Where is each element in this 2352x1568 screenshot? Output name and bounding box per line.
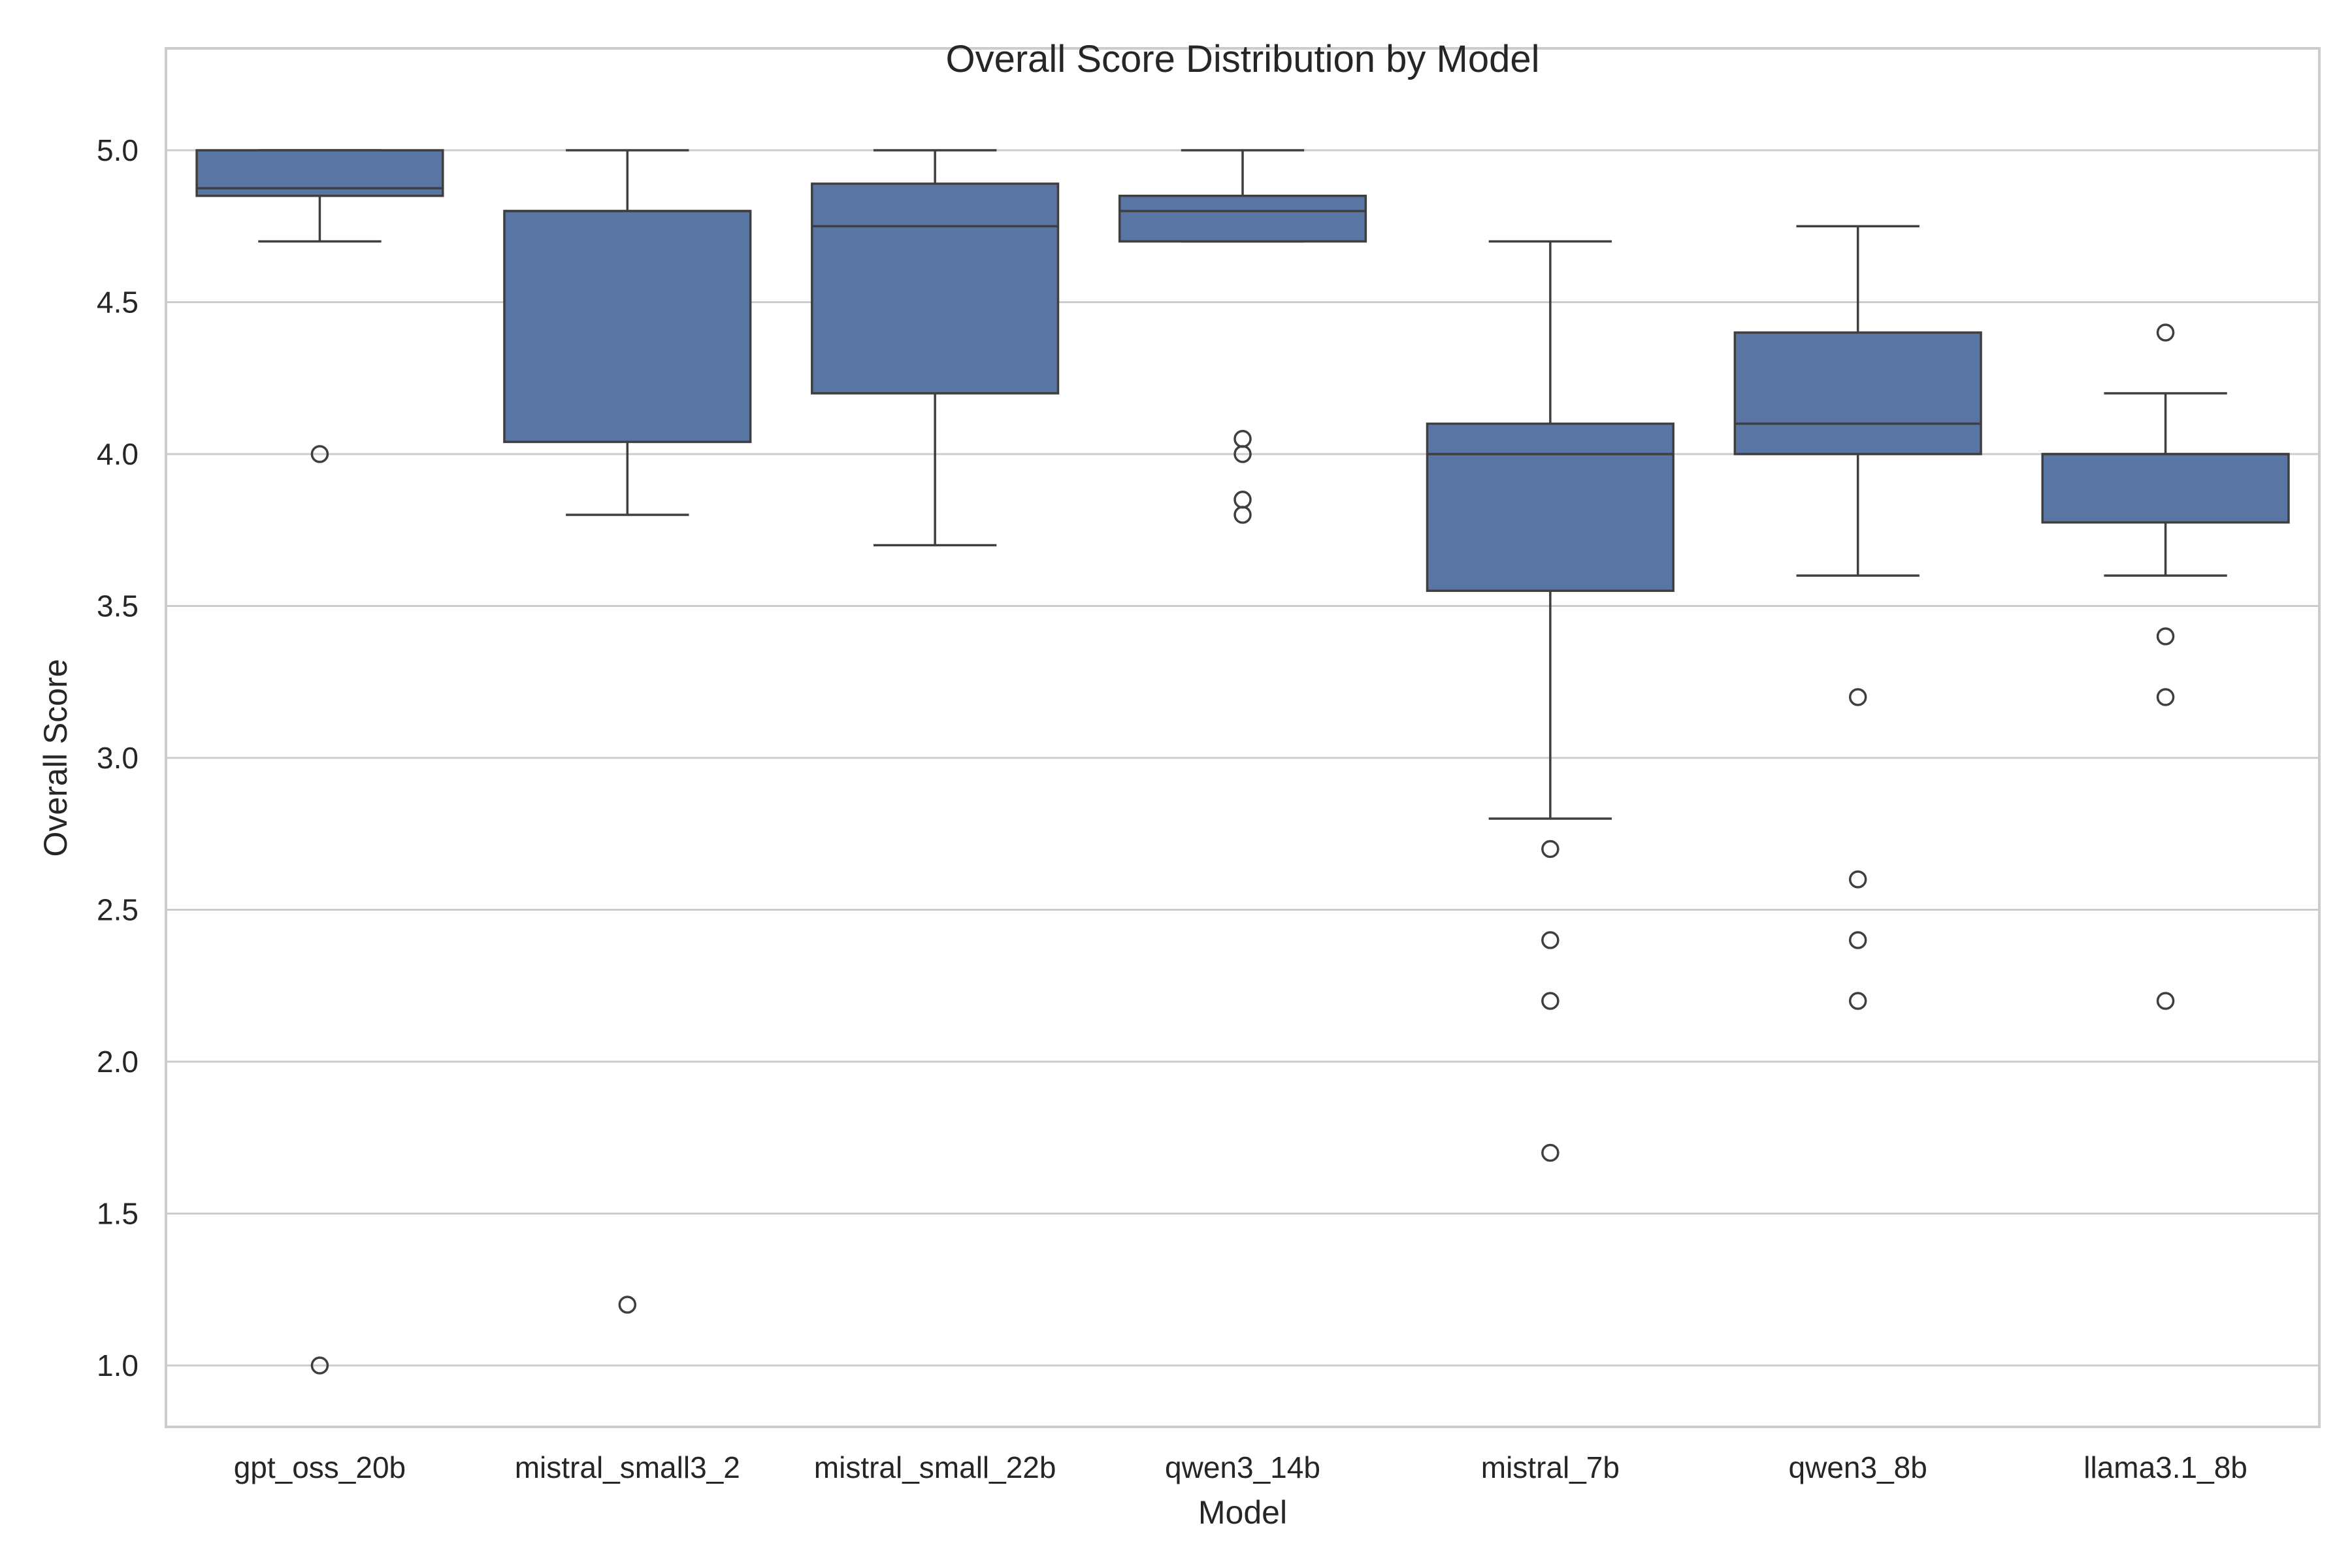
outlier-point [1541,992,1560,1010]
iqr-box [2041,453,2290,524]
iqr-box [1426,422,1674,592]
x-tick-label: qwen3_8b [1789,1450,1927,1484]
gridlines [166,149,2319,1367]
y-tick-label: 3.0 [97,741,139,775]
plot-frame [165,47,2321,1428]
outlier-point [1233,506,1252,524]
box-group-qwen3-14b [1118,149,1367,524]
boxes [195,149,2290,1375]
chart-title: Overall Score Distribution by Model [945,38,1539,80]
x-tick-label: mistral_small3_2 [515,1450,740,1484]
iqr-box [811,182,1060,395]
outlier-point [1233,445,1252,463]
y-tick-label: 4.5 [97,286,139,319]
x-tick-label: mistral_small_22b [814,1450,1056,1484]
y-tick-label: 4.0 [97,437,139,471]
outlier-point [1848,870,1867,889]
y-axis-label: Overall Score [37,659,74,857]
box-group-mistral-small-22b [811,149,1060,547]
box-group-llama3-1-8b [2041,323,2290,1010]
outlier-point [2156,992,2175,1010]
box-group-gpt-oss-20b [195,149,444,1375]
outlier-point [1848,992,1867,1010]
x-tick-labels: gpt_oss_20b mistral_small3_2 mistral_small… [234,1450,2247,1484]
outlier-point [1541,1143,1560,1162]
outlier-point [1848,688,1867,706]
outlier-point [618,1296,637,1314]
outlier-point [310,1356,329,1375]
box-group-mistral-small3-2 [503,149,752,1314]
y-tick-label: 2.0 [97,1045,139,1079]
iqr-box [1118,195,1367,243]
outlier-point [1541,931,1560,949]
outlier-point [2156,627,2175,645]
x-tick-label: llama3.1_8b [2083,1450,2247,1484]
x-tick-label: mistral_7b [1481,1450,1620,1484]
outlier-point [1541,840,1560,858]
x-tick-label: qwen3_14b [1165,1450,1320,1484]
y-tick-label: 2.5 [97,893,139,927]
iqr-box [503,210,752,444]
box-group-mistral-7b [1426,240,1674,1162]
y-tick-label: 3.5 [97,589,139,623]
y-tick-labels: 1.0 1.5 2.0 2.5 3.0 3.5 4.0 4.5 5.0 [97,133,139,1382]
box-group-qwen3-8b [1733,225,1982,1010]
outlier-point [1233,430,1252,448]
x-axis-label: Model [1198,1494,1287,1531]
iqr-box [1733,331,1982,455]
y-tick-label: 5.0 [97,133,139,167]
y-tick-label: 1.0 [97,1348,139,1382]
outlier-point [1233,491,1252,509]
x-tick-label: gpt_oss_20b [234,1450,406,1484]
outlier-point [2156,323,2175,342]
y-tick-label: 1.5 [97,1197,139,1231]
outlier-point [310,445,329,463]
outlier-point [2156,688,2175,706]
outlier-point [1848,931,1867,949]
